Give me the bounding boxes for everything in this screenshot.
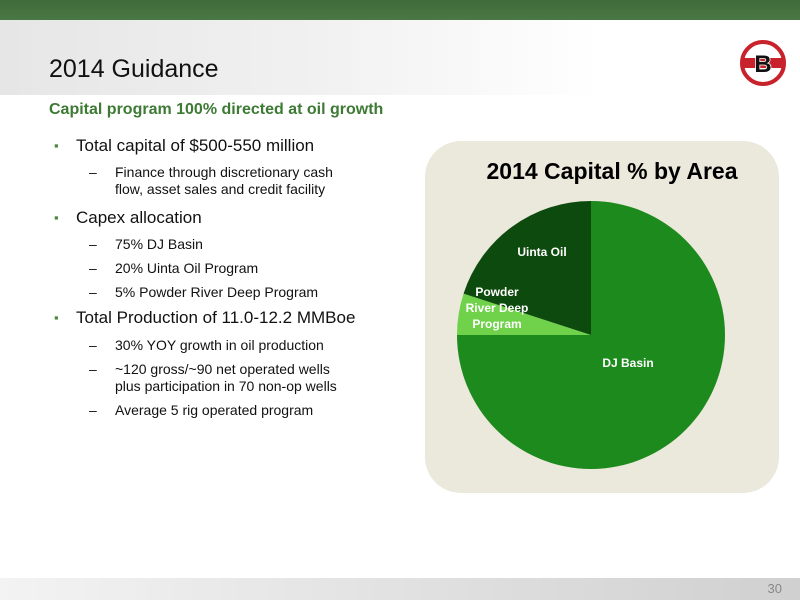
sub-bullet: – 5% Powder River Deep Program (49, 284, 409, 301)
dash-marker-icon: – (89, 236, 97, 252)
bullet-level1: ▪ Total Production of 11.0-12.2 MMBoe (49, 308, 409, 328)
bullet-level1: ▪ Capex allocation (49, 208, 409, 228)
sub-bullet-text: 5% Powder River Deep Program (115, 284, 319, 300)
sub-bullet-text: ~120 gross/~90 net operated wells (115, 361, 330, 377)
dash-marker-icon: – (89, 337, 97, 353)
dash-marker-icon: – (89, 164, 97, 180)
footer-bar (0, 578, 800, 600)
pie-label-powder-river-deep-program: Powder River Deep Program (466, 285, 529, 331)
dash-marker-icon: – (89, 284, 97, 300)
company-logo: B (740, 40, 786, 86)
sub-bullet: – ~120 gross/~90 net operated wells plus p… (49, 361, 409, 395)
bullet-level1: ▪ Total capital of $500-550 million (49, 136, 409, 156)
chart-title: 2014 Capital % by Area (486, 158, 738, 184)
bullet-text: Total capital of $500-550 million (76, 136, 315, 155)
sub-bullet-text: Average 5 rig operated program (115, 402, 314, 418)
dash-marker-icon: – (89, 361, 97, 377)
pie-label-dj-basin: DJ Basin (602, 356, 653, 370)
sub-bullet: – 30% YOY growth in oil production (49, 337, 409, 354)
bullet-marker-icon: ▪ (54, 138, 59, 153)
slide-subtitle: Capital program 100% directed at oil gro… (49, 101, 384, 118)
top-accent-bar (0, 0, 800, 20)
sub-bullet-text: 30% YOY growth in oil production (115, 337, 324, 353)
dash-marker-icon: – (89, 260, 97, 276)
bullet-list: ▪ Total capital of $500-550 million – Finan… (49, 136, 409, 419)
sub-bullet-text: 20% Uinta Oil Program (115, 260, 259, 276)
sub-bullet: – Finance through discretionary cash flow,… (49, 164, 409, 198)
sub-bullet: – 20% Uinta Oil Program (49, 260, 409, 277)
dash-marker-icon: – (89, 402, 97, 418)
sub-bullet: – Average 5 rig operated program (49, 402, 409, 419)
sub-bullet-text: flow, asset sales and credit facility (115, 181, 326, 197)
bullet-marker-icon: ▪ (54, 210, 59, 225)
pie-slice-powder-river-deep-program (457, 293, 591, 335)
sub-bullet-text: plus participation in 70 non-op wells (115, 378, 337, 394)
header-band (0, 20, 800, 95)
slide-title: 2014 Guidance (49, 55, 219, 83)
logo-letter: B (754, 51, 771, 78)
bullet-marker-icon: ▪ (54, 310, 59, 325)
bullet-text: Capex allocation (76, 208, 202, 227)
bullet-text: Total Production of 11.0-12.2 MMBoe (76, 308, 356, 327)
sub-bullet-text: 75% DJ Basin (115, 236, 203, 252)
pie-slice-uinta-oil (463, 201, 591, 335)
page-number: 30 (767, 581, 782, 596)
sub-bullet-text: Finance through discretionary cash (115, 164, 333, 180)
pie-label-uinta-oil: Uinta Oil (517, 245, 566, 259)
sub-bullet: – 75% DJ Basin (49, 236, 409, 253)
